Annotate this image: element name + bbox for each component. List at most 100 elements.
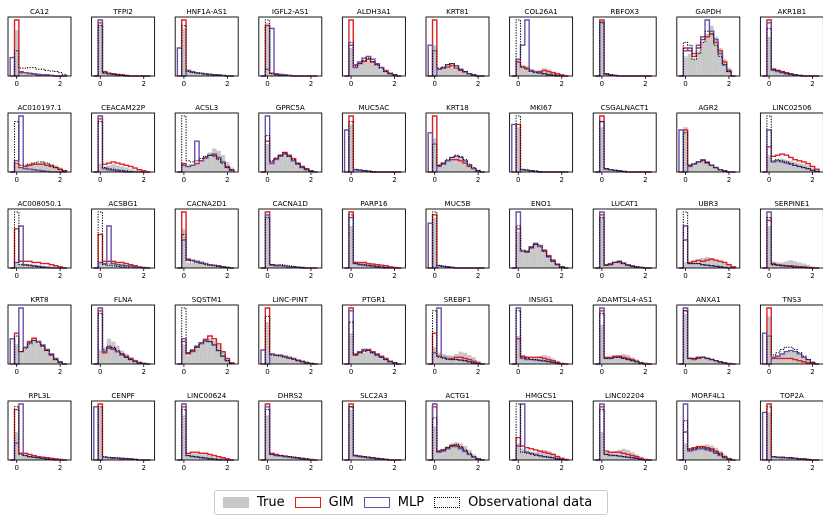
true-bar <box>810 266 815 268</box>
panel-frame <box>91 112 156 173</box>
true-bar <box>14 165 19 172</box>
true-bar <box>282 456 288 460</box>
panel-frame <box>174 400 239 461</box>
panel-cacna2d1: CACNA2D1 0 2 <box>174 199 239 280</box>
true-bar <box>713 259 719 268</box>
x-tick-label: 2 <box>643 272 647 280</box>
panel-title: SLC2A3 <box>360 391 388 400</box>
x-tick-label: 2 <box>476 176 480 184</box>
observational-hist <box>260 409 318 461</box>
gim-hist <box>260 140 318 173</box>
panel-frame <box>759 304 823 365</box>
true-bar <box>612 356 618 364</box>
gim-hist <box>762 146 820 173</box>
x-tick-label: 0 <box>349 176 353 184</box>
true-bar <box>454 69 459 76</box>
panel-title: CEACAM22P <box>101 103 146 112</box>
true-bar <box>771 456 776 460</box>
true-bar <box>599 21 605 76</box>
true-bar <box>621 448 626 460</box>
true-bar <box>599 217 605 268</box>
true-bar <box>274 454 279 460</box>
true-bar <box>18 352 24 364</box>
observational-hist <box>511 310 569 365</box>
true-bar <box>687 448 693 460</box>
observational-hist <box>177 307 235 365</box>
panel-title: MKI67 <box>530 103 552 112</box>
true-bar <box>718 169 723 172</box>
true-bar <box>278 455 283 460</box>
panel-slc2a3: SLC2A3 0 2 <box>341 391 406 472</box>
x-tick-label: 2 <box>142 272 146 280</box>
x-tick-label: 2 <box>727 368 731 376</box>
panel-title: CACNA1D <box>273 199 309 208</box>
true-bar <box>220 351 226 364</box>
panel-frame <box>341 304 406 365</box>
panel-ca12: CA12 0 2 <box>7 7 72 88</box>
panel-frame <box>509 304 574 365</box>
x-tick-label: 0 <box>265 272 269 280</box>
x-tick-label: 2 <box>727 80 731 88</box>
true-bar <box>27 455 32 460</box>
true-bar <box>27 74 32 76</box>
panel-title: KRT18 <box>446 103 469 112</box>
observational-hist <box>428 50 485 77</box>
true-bar <box>766 226 772 268</box>
true-bar <box>550 453 556 460</box>
panel-col26a1: COL26A1 0 2 <box>509 7 574 88</box>
true-bar <box>18 167 24 172</box>
legend-label-observational: Observational data <box>468 495 593 510</box>
true-bar <box>599 324 605 364</box>
panel-frame <box>7 208 72 269</box>
true-bar <box>370 62 375 76</box>
true-bar <box>617 449 622 460</box>
true-bar <box>119 350 125 364</box>
true-bar <box>604 357 609 364</box>
true-bar <box>612 170 618 172</box>
panel-title: HMGCS1 <box>525 391 556 400</box>
panel-title: GPRC5A <box>276 103 305 112</box>
panel-title: MORF4L1 <box>691 391 725 400</box>
legend-item-observational: Observational data <box>434 495 592 510</box>
panel-title: CENPF <box>111 391 134 400</box>
x-tick-label: 0 <box>265 176 269 184</box>
x-tick-label: 2 <box>727 272 731 280</box>
panel-title: GAPDH <box>695 7 721 16</box>
true-bar <box>295 163 301 172</box>
true-bar <box>533 452 538 460</box>
true-bar <box>775 70 780 76</box>
true-bar <box>608 265 613 268</box>
true-bar <box>278 156 283 172</box>
legend-label-true: True <box>257 495 285 510</box>
true-bar <box>287 457 292 460</box>
true-bar <box>353 65 358 76</box>
x-tick-label: 0 <box>767 464 771 472</box>
x-tick-label: 2 <box>392 272 396 280</box>
panel-gprc5a: GPRC5A 0 2 <box>258 103 323 184</box>
true-bar <box>700 161 706 172</box>
true-bar <box>520 355 525 364</box>
true-bar <box>374 65 380 76</box>
panel-flna: FLNA 0 2 <box>91 295 156 376</box>
true-bar <box>278 356 283 364</box>
observational-hist <box>428 310 485 365</box>
true-bar <box>516 231 521 268</box>
true-bar <box>788 260 793 268</box>
observational-hist <box>344 41 402 77</box>
true-bar <box>766 155 772 172</box>
true-bar <box>625 264 631 268</box>
true-bar <box>102 72 107 76</box>
true-bar <box>722 59 727 76</box>
panel-title: KRT8 <box>30 295 49 304</box>
true-bar <box>683 127 688 172</box>
observational-hist <box>10 335 67 365</box>
panel-frame <box>174 304 239 365</box>
panel-frame <box>174 112 239 173</box>
true-bar <box>383 72 389 76</box>
true-bar <box>278 266 283 268</box>
true-bar <box>353 261 358 268</box>
x-tick-label: 0 <box>14 80 18 88</box>
true-bar <box>696 163 701 172</box>
true-bar <box>49 355 54 364</box>
true-bar <box>190 262 195 268</box>
